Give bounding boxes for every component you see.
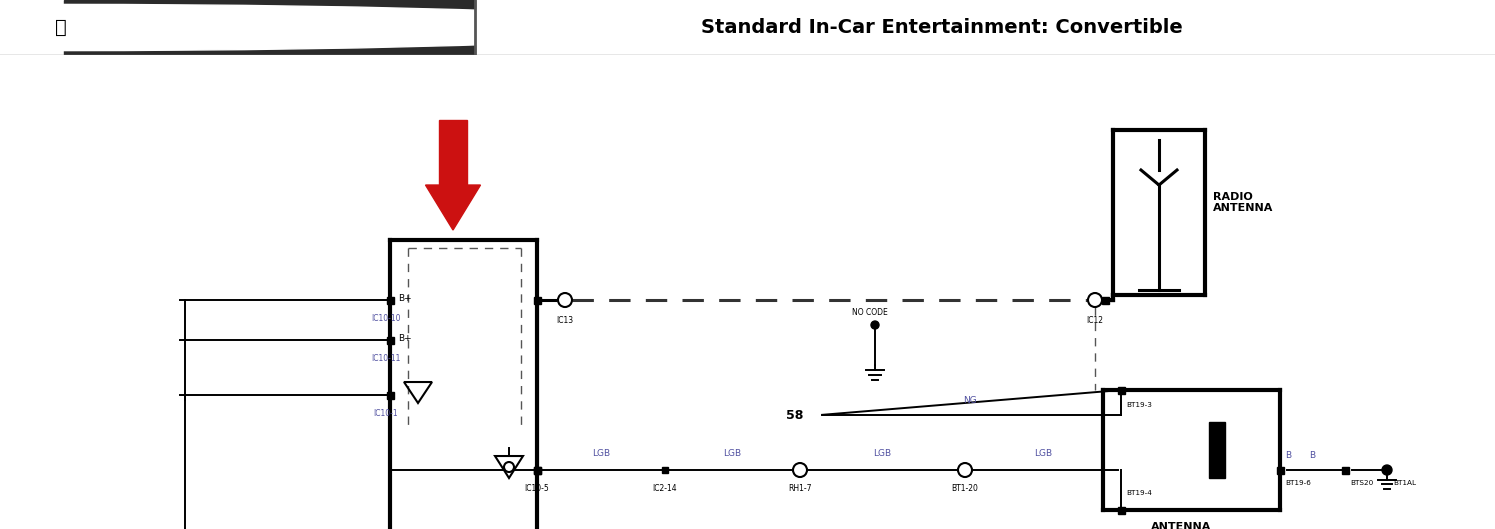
- Text: BT19-6: BT19-6: [1286, 480, 1311, 486]
- Text: LGB: LGB: [592, 449, 610, 458]
- Bar: [534, 297, 541, 304]
- Bar: [1341, 467, 1348, 473]
- Text: B: B: [1286, 451, 1292, 460]
- Text: NG: NG: [964, 396, 978, 405]
- Circle shape: [1169, 402, 1265, 498]
- Circle shape: [792, 463, 807, 477]
- Bar: [1117, 387, 1124, 394]
- Bar: [387, 297, 393, 304]
- Polygon shape: [426, 185, 480, 230]
- Text: 58: 58: [786, 408, 804, 422]
- Text: BT19-3: BT19-3: [1126, 402, 1151, 408]
- Text: IC2-14: IC2-14: [653, 484, 677, 493]
- Text: XK8 Range 1998: XK8 Range 1998: [160, 17, 333, 38]
- Circle shape: [504, 462, 514, 472]
- Bar: [1117, 506, 1124, 514]
- Text: IC10-1: IC10-1: [374, 409, 398, 418]
- Text: IC13: IC13: [556, 316, 574, 325]
- Bar: [534, 467, 541, 473]
- Bar: [662, 467, 668, 473]
- Text: BTS20: BTS20: [1350, 480, 1374, 486]
- Text: IC12: IC12: [1087, 316, 1103, 325]
- Text: NO CODE: NO CODE: [852, 308, 888, 317]
- Bar: [64, 0, 475, 55]
- Circle shape: [1381, 465, 1392, 475]
- Text: B: B: [1310, 451, 1316, 460]
- Text: BT1-20: BT1-20: [951, 484, 978, 493]
- Text: Standard In-Car Entertainment: Convertible: Standard In-Car Entertainment: Convertib…: [701, 18, 1183, 37]
- Text: BT19-4: BT19-4: [1126, 490, 1151, 496]
- Bar: [387, 391, 393, 398]
- Text: LGB: LGB: [724, 449, 742, 458]
- Circle shape: [558, 293, 573, 307]
- Text: B+: B+: [398, 333, 411, 342]
- Bar: [1208, 422, 1224, 478]
- Text: IC10-5: IC10-5: [525, 484, 549, 493]
- Text: BT1AL: BT1AL: [1393, 480, 1416, 486]
- Text: IC10-11: IC10-11: [371, 354, 401, 363]
- Text: RH1-7: RH1-7: [788, 484, 812, 493]
- Bar: [1277, 467, 1284, 473]
- Text: 🐾: 🐾: [55, 18, 67, 37]
- Bar: [770, 399, 819, 431]
- Bar: [1102, 297, 1108, 304]
- Circle shape: [0, 4, 689, 51]
- Text: ANTENNA
MOTOR: ANTENNA MOTOR: [1151, 522, 1211, 529]
- Text: RADIO
ANTENNA: RADIO ANTENNA: [1212, 191, 1274, 213]
- Bar: [534, 467, 541, 473]
- Circle shape: [872, 321, 879, 329]
- Circle shape: [1088, 293, 1102, 307]
- Bar: [387, 336, 393, 343]
- Text: B+: B+: [398, 294, 411, 303]
- Text: LGB: LGB: [1035, 449, 1052, 458]
- Bar: [440, 120, 466, 185]
- Circle shape: [958, 463, 972, 477]
- Text: IC10-10: IC10-10: [371, 314, 401, 323]
- Text: LGB: LGB: [873, 449, 891, 458]
